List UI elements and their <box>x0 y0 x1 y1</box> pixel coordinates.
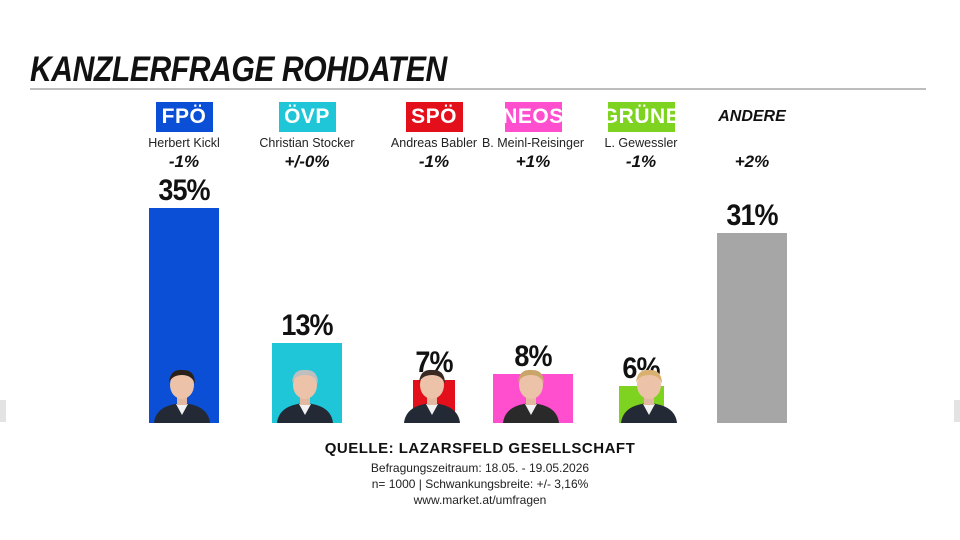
candidate-name: Herbert Kickl <box>148 136 220 150</box>
candidate-portrait-icon <box>503 369 559 423</box>
change-label: +2% <box>734 152 770 171</box>
bar <box>717 232 787 423</box>
bar-value-label: 31% <box>726 198 778 232</box>
source-label: QUELLE: LAZARSFELD GESELLSCHAFT <box>324 440 636 457</box>
candidate-name: B. Meinl-Reisinger <box>481 136 585 150</box>
bar-value-label: 13% <box>281 309 333 343</box>
change-label: -1% <box>168 152 200 171</box>
change-label: +1% <box>515 152 551 171</box>
candidate-name: Christian Stocker <box>259 136 355 150</box>
candidate-photo <box>402 363 466 423</box>
party-badge: NEOS <box>502 102 563 132</box>
candidate-photo <box>501 363 565 423</box>
left-edge-marker <box>0 400 6 422</box>
right-edge-marker <box>954 400 960 422</box>
candidate-photo <box>152 363 216 423</box>
candidate-portrait-icon <box>277 369 333 423</box>
party-badge: ANDERE <box>718 108 786 125</box>
bar-value-label: 8% <box>514 339 552 373</box>
change-label: +/-0% <box>284 152 330 171</box>
source-url: www.market.at/umfragen <box>413 493 547 507</box>
change-label: -1% <box>625 152 657 171</box>
party-badge: ÖVP <box>278 102 336 132</box>
survey-period: Befragungszeitraum: 18.05. - 19.05.2026 <box>370 461 590 475</box>
candidate-name: Andreas Babler <box>390 136 478 150</box>
party-badge: SPÖ <box>405 102 463 132</box>
candidate-name: L. Gewessler <box>604 136 678 150</box>
candidate-portrait-icon <box>621 369 677 423</box>
change-label: -1% <box>418 152 450 171</box>
candidate-photo <box>275 363 339 423</box>
sample-info: n= 1000 | Schwankungsbreite: +/- 3,16% <box>371 477 589 491</box>
bar-value-label: 35% <box>158 174 210 208</box>
candidate-portrait-icon <box>154 369 210 423</box>
party-badge: FPÖ <box>155 102 213 132</box>
title-divider <box>30 88 926 90</box>
candidate-portrait-icon <box>404 369 460 423</box>
chart-title: KANZLERFRAGE ROHDATEN <box>30 50 447 89</box>
candidate-photo <box>619 363 683 423</box>
party-badge: GRÜNE <box>602 102 680 132</box>
